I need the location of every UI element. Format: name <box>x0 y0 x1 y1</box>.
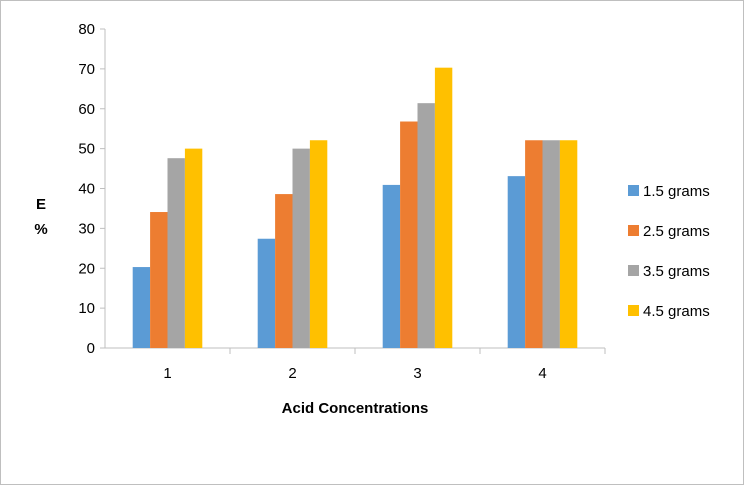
y-tick-label: 70 <box>78 61 95 78</box>
legend-swatch <box>628 305 639 316</box>
y-tick-label: 40 <box>78 181 95 198</box>
x-tick-label: 1 <box>163 365 171 382</box>
x-tick-label: 2 <box>288 365 296 382</box>
bar <box>257 238 276 348</box>
y-axis-title-unit: % <box>34 221 47 238</box>
y-axis-title: E <box>36 196 46 213</box>
bar <box>309 140 328 348</box>
y-tick-label: 50 <box>78 141 95 158</box>
bar <box>132 267 151 348</box>
bar <box>382 184 401 348</box>
legend-swatch <box>628 225 639 236</box>
legend-swatch <box>628 185 639 196</box>
y-tick-label: 0 <box>87 340 95 357</box>
x-tick-label: 3 <box>413 365 421 382</box>
bar <box>150 212 168 348</box>
legend-label: 1.5 grams <box>643 183 710 200</box>
bar <box>275 194 293 348</box>
y-tick-label: 10 <box>78 300 95 317</box>
bar <box>542 140 560 348</box>
bar <box>507 176 526 348</box>
y-tick-label: 20 <box>78 260 95 277</box>
legend-label: 3.5 grams <box>643 263 710 280</box>
x-axis-title: Acid Concentrations <box>282 400 429 417</box>
bar <box>559 140 578 348</box>
y-tick-label: 60 <box>78 101 95 118</box>
bar <box>525 140 543 348</box>
y-tick-label: 80 <box>78 21 95 38</box>
bars <box>132 67 578 349</box>
legend-swatch <box>628 265 639 276</box>
bar <box>167 158 185 348</box>
bar <box>417 103 435 348</box>
bar <box>400 121 418 348</box>
bar <box>292 148 310 348</box>
tick-labels: 0 10 20 30 40 50 60 70 80 1 2 3 4 <box>78 21 546 382</box>
legend: 1.5 grams 2.5 grams 3.5 grams 4.5 grams <box>628 183 710 320</box>
bar <box>434 67 453 349</box>
bar <box>184 148 203 348</box>
y-tick-label: 30 <box>78 220 95 237</box>
legend-label: 4.5 grams <box>643 303 710 320</box>
legend-label: 2.5 grams <box>643 223 710 240</box>
x-tick-label: 4 <box>538 365 546 382</box>
